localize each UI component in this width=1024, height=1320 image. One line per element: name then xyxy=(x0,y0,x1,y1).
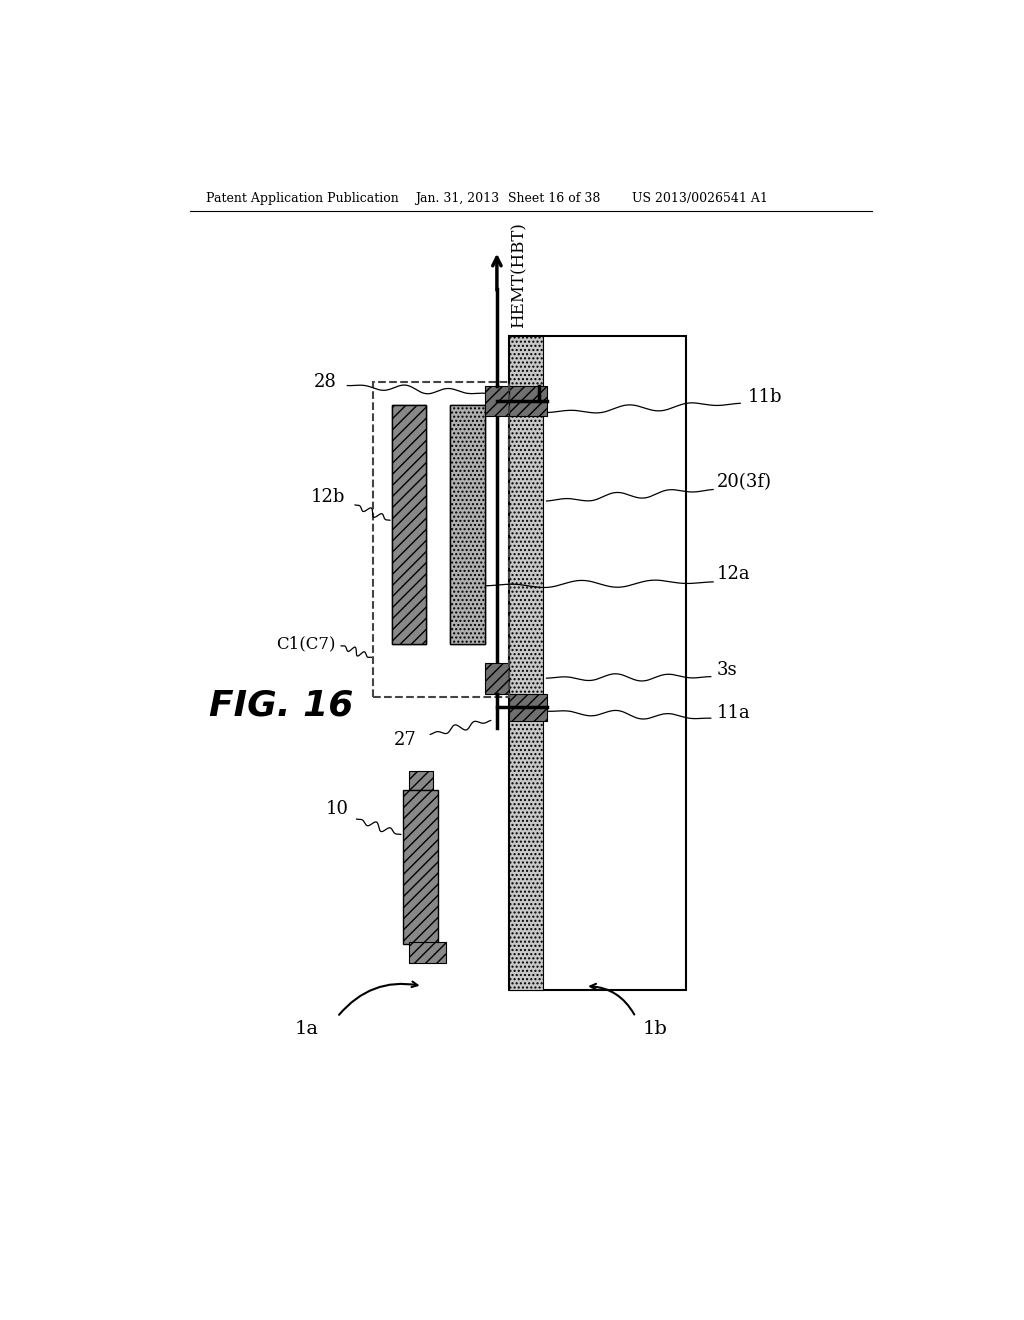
Text: US 2013/0026541 A1: US 2013/0026541 A1 xyxy=(632,191,768,205)
Text: 11a: 11a xyxy=(717,704,751,722)
Bar xyxy=(450,405,484,644)
Bar xyxy=(509,335,686,990)
Text: 11b: 11b xyxy=(748,388,782,407)
Text: 3s: 3s xyxy=(717,661,737,680)
Text: FIG. 16: FIG. 16 xyxy=(209,688,353,722)
Bar xyxy=(509,335,543,990)
Text: 28: 28 xyxy=(314,372,337,391)
Bar xyxy=(450,405,484,644)
Text: 27: 27 xyxy=(394,731,417,748)
Text: C1(C7): C1(C7) xyxy=(276,635,336,652)
Text: 10: 10 xyxy=(326,800,349,818)
Bar xyxy=(410,942,445,964)
Text: Sheet 16 of 38: Sheet 16 of 38 xyxy=(508,191,600,205)
Bar xyxy=(410,771,432,789)
Bar xyxy=(391,405,426,644)
Bar xyxy=(373,381,509,697)
Text: 1b: 1b xyxy=(643,1019,668,1038)
Text: Patent Application Publication: Patent Application Publication xyxy=(206,191,398,205)
Bar xyxy=(509,385,547,416)
Text: 1a: 1a xyxy=(294,1019,318,1038)
Bar xyxy=(484,663,509,693)
Bar xyxy=(509,693,547,721)
Bar xyxy=(484,385,509,416)
Text: 12b: 12b xyxy=(310,488,345,506)
Bar xyxy=(391,405,426,644)
Bar xyxy=(403,789,438,944)
Text: Jan. 31, 2013: Jan. 31, 2013 xyxy=(415,191,499,205)
Text: 20(3f): 20(3f) xyxy=(717,473,772,491)
Text: 12a: 12a xyxy=(717,565,751,583)
Bar xyxy=(369,389,504,682)
Text: HEMT(HBT): HEMT(HBT) xyxy=(511,223,527,329)
